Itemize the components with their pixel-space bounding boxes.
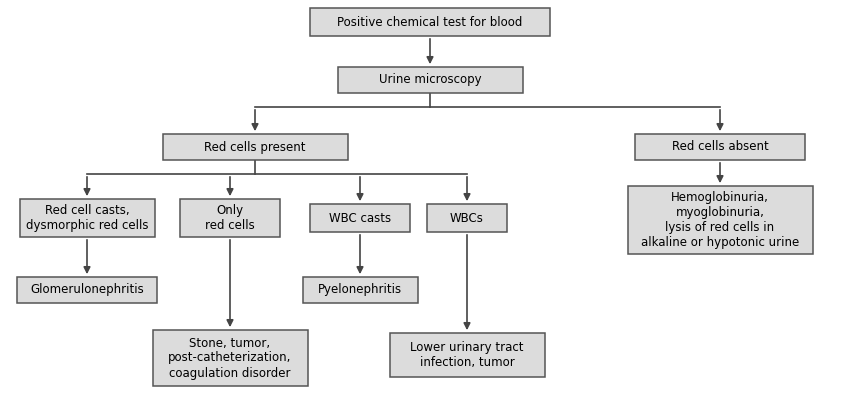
Bar [310,8,550,36]
Bar [427,204,507,232]
Bar [20,199,155,237]
Bar [310,204,410,232]
Bar [635,134,805,160]
Text: Red cell casts,
dysmorphic red cells: Red cell casts, dysmorphic red cells [26,204,148,232]
Text: Positive chemical test for blood: Positive chemical test for blood [337,16,523,29]
Bar [152,330,308,386]
Bar [390,333,544,377]
Text: WBCs: WBCs [450,211,484,224]
Bar [628,186,813,254]
Bar [337,67,523,93]
Text: Hemoglobinuria,
myoglobinuria,
lysis of red cells in
alkaline or hypotonic urine: Hemoglobinuria, myoglobinuria, lysis of … [641,191,799,249]
Bar [303,277,417,303]
Text: Pyelonephritis: Pyelonephritis [318,283,402,297]
Text: WBC casts: WBC casts [329,211,391,224]
Text: Stone, tumor,
post-catheterization,
coagulation disorder: Stone, tumor, post-catheterization, coag… [169,336,292,380]
Bar [180,199,280,237]
Text: Only
red cells: Only red cells [206,204,255,232]
Text: Glomerulonephritis: Glomerulonephritis [30,283,144,297]
Bar [17,277,157,303]
Bar [163,134,347,160]
Text: Red cells present: Red cells present [205,140,306,154]
Text: Lower urinary tract
infection, tumor: Lower urinary tract infection, tumor [410,341,524,369]
Text: Red cells absent: Red cells absent [672,140,768,154]
Text: Urine microscopy: Urine microscopy [378,74,482,86]
